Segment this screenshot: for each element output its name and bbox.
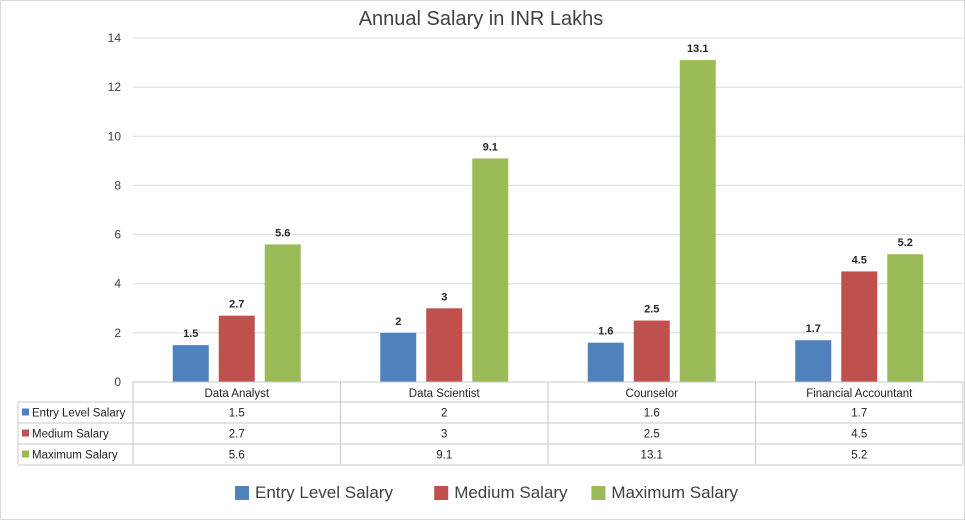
y-tick-label: 4 [114, 277, 121, 291]
table-row-header: Medium Salary [32, 429, 109, 441]
table-series-key [22, 408, 29, 416]
table-cell: 2.7 [229, 429, 245, 441]
legend-swatch [434, 486, 449, 500]
bar [472, 158, 509, 382]
y-tick-label: 0 [114, 375, 121, 389]
y-tick-label: 10 [108, 129, 122, 143]
bar [172, 345, 209, 382]
category-label: Counselor [626, 388, 679, 400]
bar [841, 271, 878, 382]
table-row-header: Maximum Salary [32, 450, 118, 462]
table-cell: 1.7 [851, 408, 867, 420]
data-label: 3 [441, 291, 447, 303]
data-label: 9.1 [483, 141, 498, 153]
bar [218, 315, 255, 382]
data-label: 2 [395, 316, 401, 328]
legend-label: Medium Salary [454, 483, 568, 502]
table-cell: 4.5 [851, 429, 867, 441]
table-cell: 5.2 [851, 450, 867, 462]
data-label: 5.6 [275, 227, 290, 239]
data-table: Data Analyst Data Scientist Counselor Finan… [17, 381, 964, 466]
y-tick-label: 8 [114, 178, 121, 192]
data-label: 2.7 [229, 299, 244, 311]
bar [679, 60, 716, 382]
table-cell: 9.1 [436, 450, 452, 462]
category-label: Data Analyst [204, 388, 269, 400]
category-label: Data Scientist [409, 388, 481, 400]
table-series-key [22, 450, 29, 458]
table-row-header: Entry Level Salary [32, 408, 126, 420]
bar [887, 254, 924, 382]
bar [380, 332, 417, 382]
data-label: 4.5 [852, 254, 867, 266]
legend-label: Entry Level Salary [255, 483, 393, 502]
data-label: 1.6 [598, 326, 613, 338]
chart-title: Annual Salary in INR Lakhs [359, 8, 604, 30]
table-cell: 2.5 [644, 429, 660, 441]
legend-swatch [235, 486, 249, 500]
y-tick-label: 2 [114, 326, 121, 340]
y-tick-label: 14 [108, 31, 122, 45]
table-cell: 3 [441, 429, 447, 441]
data-label: 5.2 [898, 237, 913, 249]
bar [795, 340, 832, 382]
table-cell: 1.6 [644, 408, 660, 420]
bars [172, 60, 924, 382]
data-label: 2.5 [644, 304, 659, 316]
data-labels: 1.5 2 1.6 1.7 2.7 3 2.5 4.5 5.6 9.1 13.1 5.2 [183, 43, 913, 340]
legend-label: Maximum Salary [611, 483, 738, 502]
data-label: 1.7 [806, 323, 821, 335]
bar [587, 342, 624, 382]
bar [264, 244, 301, 382]
data-label: 13.1 [687, 43, 708, 55]
table-cell: 2 [441, 408, 447, 420]
table-cell: 5.6 [229, 450, 245, 462]
legend: Entry Level Salary Medium Salary Maximum S… [235, 483, 738, 502]
category-label: Financial Accountant [806, 388, 913, 400]
bar [633, 320, 670, 382]
table-cell: 13.1 [641, 450, 663, 462]
y-tick-label: 12 [108, 80, 122, 94]
y-tick-label: 6 [114, 228, 121, 242]
data-label: 1.5 [183, 328, 198, 340]
bar [426, 308, 463, 382]
table-series-key [22, 429, 29, 437]
legend-swatch [591, 486, 606, 500]
y-axis-ticks: 0 2 4 6 8 10 12 14 [108, 31, 122, 389]
table-cell: 1.5 [229, 408, 245, 420]
